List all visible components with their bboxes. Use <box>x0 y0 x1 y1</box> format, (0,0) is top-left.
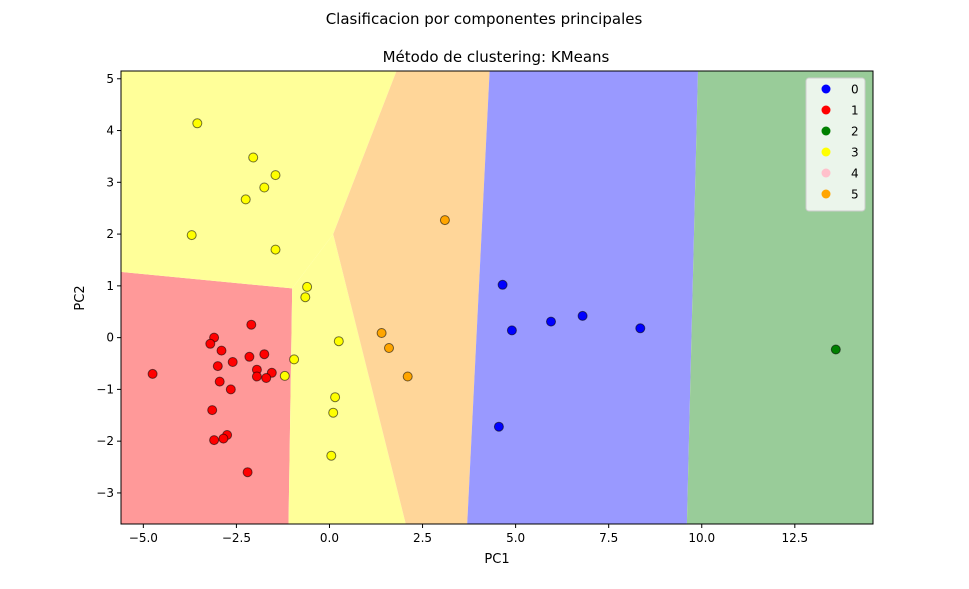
point-cluster-3 <box>326 450 337 461</box>
point-cluster-1 <box>225 384 236 395</box>
point-cluster-1 <box>212 361 223 372</box>
y-tick-label: 3 <box>106 175 114 189</box>
point-cluster-3 <box>333 336 344 347</box>
region-cluster-1 <box>121 271 293 524</box>
legend-box <box>805 77 866 212</box>
point-cluster-1 <box>251 371 262 382</box>
legend-marker <box>821 168 831 178</box>
point-cluster-0 <box>493 421 504 432</box>
y-tick-label: 1 <box>106 279 114 293</box>
point-cluster-1 <box>218 433 229 444</box>
legend-label: 1 <box>851 104 859 118</box>
x-tick-label: 0.0 <box>320 531 339 545</box>
point-cluster-2 <box>830 344 841 355</box>
point-cluster-3 <box>302 281 313 292</box>
legend-marker <box>821 105 831 115</box>
chart-suptitle: Clasificacion por componentes principale… <box>326 10 643 28</box>
point-cluster-1 <box>209 435 220 446</box>
region-cluster-3 <box>288 234 406 524</box>
y-tick-label: −3 <box>96 486 114 500</box>
point-cluster-3 <box>248 152 259 163</box>
point-cluster-3 <box>328 407 339 418</box>
point-cluster-0 <box>546 316 556 327</box>
x-tick-label: −2.5 <box>222 531 251 545</box>
x-tick-label: 12.5 <box>781 531 808 545</box>
legend-label: 2 <box>851 125 859 139</box>
chart-title: Método de clustering: KMeans <box>383 48 610 66</box>
point-cluster-3 <box>300 292 311 303</box>
point-cluster-1 <box>205 338 216 349</box>
y-tick-label: −2 <box>96 434 114 448</box>
region-cluster-5 <box>333 71 490 524</box>
plot-frame <box>120 70 874 525</box>
y-axis-label: PC2 <box>73 285 88 310</box>
y-tick-label: −1 <box>96 382 114 396</box>
scatter-points <box>147 118 841 478</box>
point-cluster-0 <box>635 323 646 334</box>
point-cluster-1 <box>261 373 272 383</box>
point-cluster-0 <box>577 310 588 321</box>
point-cluster-1 <box>242 467 253 478</box>
legend: 0 1 2 3 4 5 <box>805 77 866 212</box>
point-cluster-3 <box>259 182 270 193</box>
y-axis-ticks: −3 −2 −1 0 1 2 3 4 5 <box>96 72 121 500</box>
legend-marker <box>821 126 831 136</box>
point-cluster-1 <box>259 349 270 360</box>
point-cluster-3 <box>330 392 341 403</box>
x-tick-label: 7.5 <box>599 531 618 545</box>
x-tick-label: 2.5 <box>413 531 432 545</box>
point-cluster-3 <box>279 370 290 381</box>
point-cluster-5 <box>402 371 413 382</box>
y-tick-label: 0 <box>106 331 114 345</box>
point-cluster-1 <box>207 405 218 416</box>
legend-label: 5 <box>851 188 859 202</box>
x-tick-label: 10.0 <box>688 531 715 545</box>
point-cluster-3 <box>289 354 300 365</box>
point-cluster-0 <box>506 325 517 336</box>
legend-label: 4 <box>851 167 859 181</box>
region-cluster-0 <box>467 71 698 524</box>
point-cluster-1 <box>147 368 158 379</box>
legend-marker <box>821 189 831 199</box>
point-cluster-5 <box>376 328 387 338</box>
point-cluster-5 <box>384 343 394 353</box>
point-cluster-1 <box>246 319 257 330</box>
point-cluster-1 <box>214 376 225 387</box>
point-cluster-0 <box>497 279 508 290</box>
decision-regions <box>121 71 873 524</box>
x-axis-label: PC1 <box>484 552 509 567</box>
x-tick-label: −5.0 <box>129 531 158 545</box>
point-cluster-3 <box>186 230 197 241</box>
legend-label: 3 <box>851 146 859 160</box>
point-cluster-1 <box>227 357 238 367</box>
x-tick-label: 5.0 <box>506 531 525 545</box>
legend-label: 0 <box>851 83 859 97</box>
legend-marker <box>821 147 831 157</box>
y-tick-label: 5 <box>106 72 114 86</box>
point-cluster-3 <box>192 118 203 129</box>
point-cluster-3 <box>270 244 281 255</box>
point-cluster-3 <box>240 194 251 205</box>
point-cluster-1 <box>244 351 255 362</box>
x-axis-ticks: −5.0 −2.5 0.0 2.5 5.0 7.5 10.0 12.5 <box>129 524 808 545</box>
point-cluster-1 <box>216 345 227 356</box>
legend-marker <box>821 84 831 94</box>
point-cluster-5 <box>439 215 450 226</box>
point-cluster-3 <box>270 170 281 181</box>
y-tick-label: 2 <box>106 227 114 241</box>
y-tick-label: 4 <box>106 124 114 138</box>
